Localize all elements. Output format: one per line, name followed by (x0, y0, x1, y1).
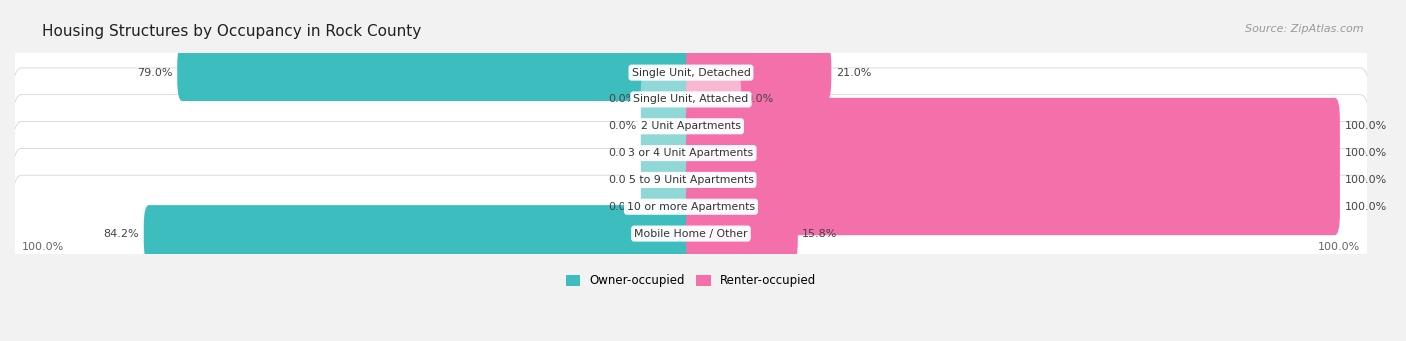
Text: 100.0%: 100.0% (1344, 148, 1386, 158)
FancyBboxPatch shape (11, 175, 1369, 292)
FancyBboxPatch shape (686, 44, 831, 101)
FancyBboxPatch shape (686, 178, 1340, 235)
Text: Single Unit, Detached: Single Unit, Detached (631, 68, 751, 78)
FancyBboxPatch shape (686, 151, 1340, 208)
Text: 15.8%: 15.8% (803, 228, 838, 239)
FancyBboxPatch shape (11, 68, 1369, 184)
Text: 2 Unit Apartments: 2 Unit Apartments (641, 121, 741, 131)
FancyBboxPatch shape (641, 151, 696, 208)
FancyBboxPatch shape (641, 71, 696, 128)
FancyBboxPatch shape (686, 71, 741, 128)
FancyBboxPatch shape (686, 125, 1340, 181)
FancyBboxPatch shape (177, 44, 696, 101)
FancyBboxPatch shape (641, 178, 696, 235)
Legend: Owner-occupied, Renter-occupied: Owner-occupied, Renter-occupied (561, 270, 821, 292)
Text: Single Unit, Attached: Single Unit, Attached (633, 94, 748, 104)
Text: 100.0%: 100.0% (1319, 242, 1361, 252)
FancyBboxPatch shape (11, 41, 1369, 158)
Text: 0.0%: 0.0% (745, 94, 773, 104)
Text: 0.0%: 0.0% (607, 148, 637, 158)
FancyBboxPatch shape (686, 98, 1340, 155)
FancyBboxPatch shape (641, 98, 696, 155)
FancyBboxPatch shape (641, 125, 696, 181)
Text: 3 or 4 Unit Apartments: 3 or 4 Unit Apartments (628, 148, 754, 158)
Text: 100.0%: 100.0% (1344, 202, 1386, 212)
Text: Source: ZipAtlas.com: Source: ZipAtlas.com (1246, 24, 1364, 34)
Text: 0.0%: 0.0% (607, 121, 637, 131)
Text: Mobile Home / Other: Mobile Home / Other (634, 228, 748, 239)
Text: 21.0%: 21.0% (835, 68, 872, 78)
FancyBboxPatch shape (11, 148, 1369, 265)
Text: 100.0%: 100.0% (21, 242, 63, 252)
Text: Housing Structures by Occupancy in Rock County: Housing Structures by Occupancy in Rock … (42, 24, 422, 39)
FancyBboxPatch shape (11, 14, 1369, 131)
FancyBboxPatch shape (686, 205, 797, 262)
Text: 5 to 9 Unit Apartments: 5 to 9 Unit Apartments (628, 175, 754, 185)
Text: 84.2%: 84.2% (104, 228, 139, 239)
Text: 0.0%: 0.0% (607, 202, 637, 212)
Text: 10 or more Apartments: 10 or more Apartments (627, 202, 755, 212)
FancyBboxPatch shape (143, 205, 696, 262)
Text: 0.0%: 0.0% (607, 175, 637, 185)
Text: 100.0%: 100.0% (1344, 121, 1386, 131)
Text: 100.0%: 100.0% (1344, 175, 1386, 185)
FancyBboxPatch shape (11, 95, 1369, 211)
Text: 0.0%: 0.0% (607, 94, 637, 104)
FancyBboxPatch shape (11, 121, 1369, 238)
Text: 79.0%: 79.0% (138, 68, 173, 78)
